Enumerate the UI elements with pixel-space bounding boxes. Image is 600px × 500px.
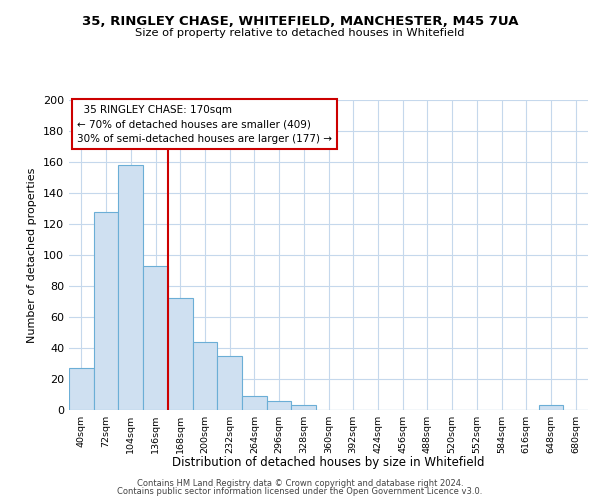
Text: Size of property relative to detached houses in Whitefield: Size of property relative to detached ho…	[135, 28, 465, 38]
Bar	[292, 406, 316, 410]
Text: 35, RINGLEY CHASE, WHITEFIELD, MANCHESTER, M45 7UA: 35, RINGLEY CHASE, WHITEFIELD, MANCHESTE…	[82, 15, 518, 28]
Bar	[193, 342, 217, 410]
X-axis label: Distribution of detached houses by size in Whitefield: Distribution of detached houses by size …	[172, 456, 485, 469]
Y-axis label: Number of detached properties: Number of detached properties	[28, 168, 37, 342]
Bar	[143, 266, 168, 410]
Text: Contains public sector information licensed under the Open Government Licence v3: Contains public sector information licen…	[118, 487, 482, 496]
Bar	[94, 212, 118, 410]
Bar	[118, 165, 143, 410]
Bar	[168, 298, 193, 410]
Text: 35 RINGLEY CHASE: 170sqm
← 70% of detached houses are smaller (409)
30% of semi-: 35 RINGLEY CHASE: 170sqm ← 70% of detach…	[77, 104, 332, 144]
Bar	[267, 400, 292, 410]
Text: Contains HM Land Registry data © Crown copyright and database right 2024.: Contains HM Land Registry data © Crown c…	[137, 478, 463, 488]
Bar	[242, 396, 267, 410]
Bar	[539, 406, 563, 410]
Bar	[217, 356, 242, 410]
Bar	[69, 368, 94, 410]
